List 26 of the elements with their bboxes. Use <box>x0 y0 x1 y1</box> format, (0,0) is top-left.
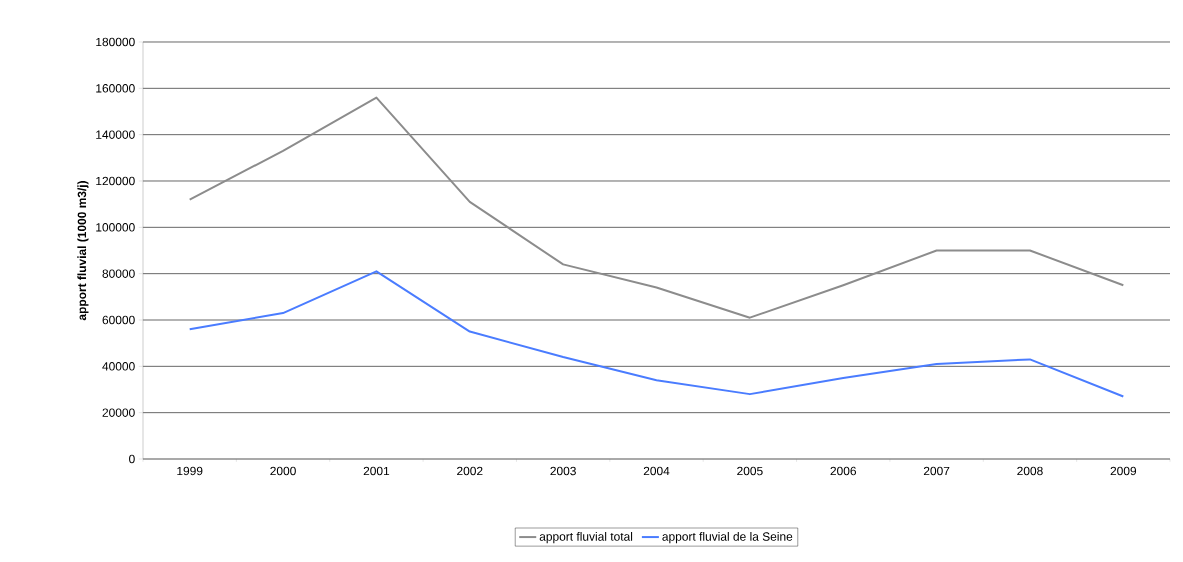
y-tick-label: 140000 <box>96 130 135 139</box>
x-tick-label: 2002 <box>457 466 483 476</box>
y-axis-title: apport fluvial (1000 m3/j) <box>77 181 89 321</box>
y-tick-label: 160000 <box>96 84 135 93</box>
x-tick-label: 2004 <box>643 466 670 476</box>
legend-label: apport fluvial de la Seine <box>662 531 793 544</box>
x-tick-label: 1999 <box>177 466 203 476</box>
x-tick-label: 2006 <box>830 466 856 476</box>
x-tick-label: 2009 <box>1110 466 1137 476</box>
x-tick-label: 2001 <box>363 466 390 476</box>
x-tick-label: 2008 <box>1017 466 1043 476</box>
x-tick-label: 2000 <box>270 466 296 476</box>
line-series <box>188 270 1125 398</box>
y-tick-label: 60000 <box>102 315 135 325</box>
y-tick-label: 40000 <box>102 362 135 371</box>
line-series <box>188 96 1125 319</box>
y-tick-label: 0 <box>129 454 135 464</box>
y-tick-label: 180000 <box>96 37 135 47</box>
y-tick-label: 20000 <box>102 408 135 417</box>
y-tick-label: 80000 <box>102 269 135 278</box>
legend-label: apport fluvial total <box>539 531 633 544</box>
x-tick-label: 2005 <box>737 466 763 476</box>
y-tick-label: 100000 <box>96 223 135 232</box>
x-tick-label: 2003 <box>550 466 576 476</box>
x-tick-label: 2007 <box>923 466 950 476</box>
y-tick-label: 120000 <box>96 176 135 186</box>
